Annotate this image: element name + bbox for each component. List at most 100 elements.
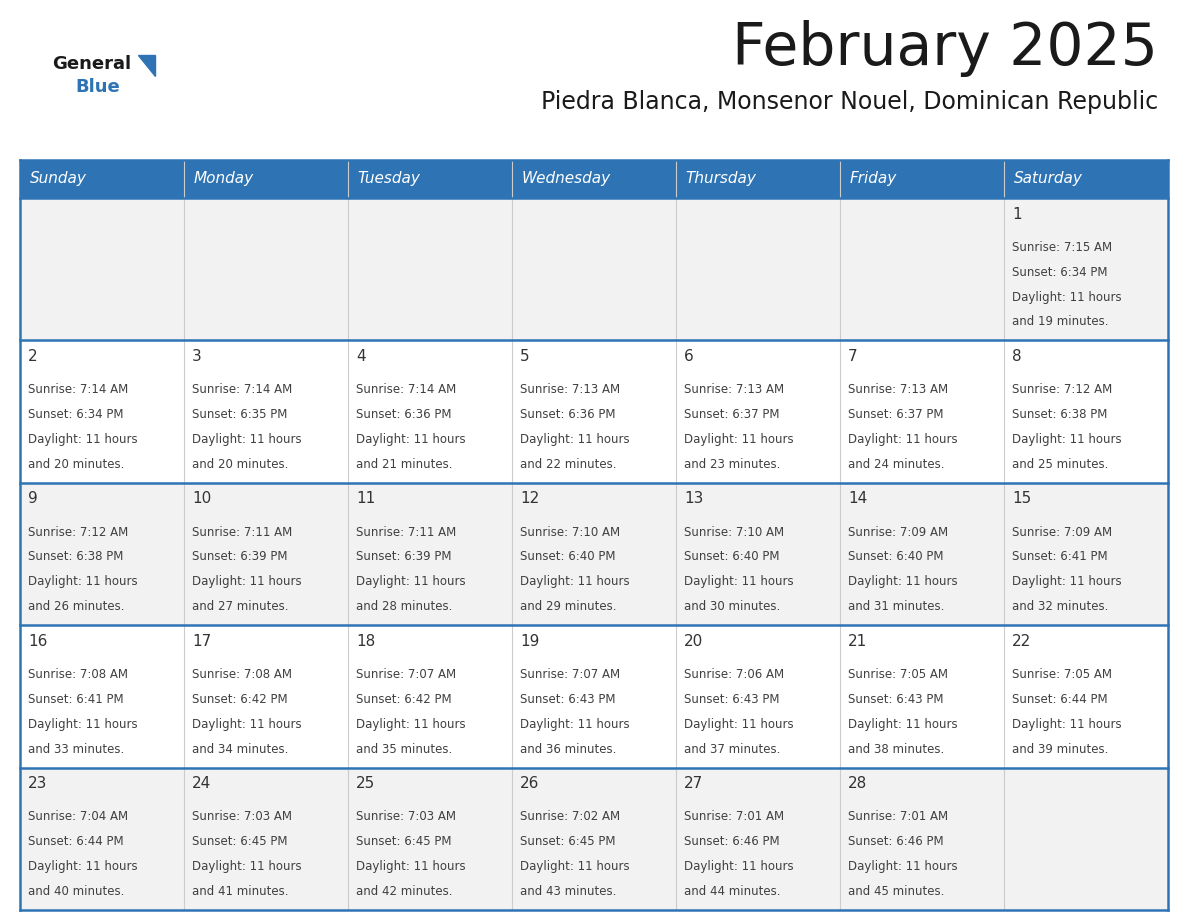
Text: Sunrise: 7:04 AM: Sunrise: 7:04 AM: [29, 811, 128, 823]
Text: 22: 22: [1012, 633, 1031, 649]
Text: Piedra Blanca, Monsenor Nouel, Dominican Republic: Piedra Blanca, Monsenor Nouel, Dominican…: [541, 90, 1158, 114]
Text: Sunrise: 7:14 AM: Sunrise: 7:14 AM: [192, 383, 292, 397]
Text: and 35 minutes.: and 35 minutes.: [356, 743, 453, 756]
Text: Sunset: 6:43 PM: Sunset: 6:43 PM: [848, 693, 943, 706]
Text: Sunset: 6:42 PM: Sunset: 6:42 PM: [192, 693, 287, 706]
Text: February 2025: February 2025: [732, 20, 1158, 77]
Text: Sunrise: 7:08 AM: Sunrise: 7:08 AM: [192, 668, 292, 681]
Text: Sunset: 6:39 PM: Sunset: 6:39 PM: [356, 551, 451, 564]
Text: Sunset: 6:42 PM: Sunset: 6:42 PM: [356, 693, 451, 706]
Text: 1: 1: [1012, 207, 1022, 221]
Text: Sunrise: 7:07 AM: Sunrise: 7:07 AM: [356, 668, 456, 681]
Text: Daylight: 11 hours: Daylight: 11 hours: [192, 433, 302, 446]
Text: Sunset: 6:45 PM: Sunset: 6:45 PM: [356, 835, 451, 848]
Text: Friday: Friday: [849, 172, 897, 186]
Text: and 29 minutes.: and 29 minutes.: [520, 600, 617, 613]
Text: Daylight: 11 hours: Daylight: 11 hours: [848, 718, 958, 731]
Text: and 26 minutes.: and 26 minutes.: [29, 600, 125, 613]
Text: Sunset: 6:35 PM: Sunset: 6:35 PM: [192, 408, 287, 421]
Text: Sunrise: 7:05 AM: Sunrise: 7:05 AM: [848, 668, 948, 681]
Text: and 42 minutes.: and 42 minutes.: [356, 885, 453, 898]
Text: 3: 3: [192, 349, 202, 364]
Text: Monday: Monday: [194, 172, 254, 186]
Text: Daylight: 11 hours: Daylight: 11 hours: [29, 860, 138, 873]
Text: Sunrise: 7:07 AM: Sunrise: 7:07 AM: [520, 668, 620, 681]
Text: Sunset: 6:43 PM: Sunset: 6:43 PM: [520, 693, 615, 706]
Text: Thursday: Thursday: [685, 172, 757, 186]
Text: Daylight: 11 hours: Daylight: 11 hours: [29, 718, 138, 731]
Bar: [1004, 160, 1168, 198]
Text: and 23 minutes.: and 23 minutes.: [684, 458, 781, 471]
Text: Sunset: 6:36 PM: Sunset: 6:36 PM: [520, 408, 615, 421]
Text: and 34 minutes.: and 34 minutes.: [192, 743, 289, 756]
Text: Sunset: 6:45 PM: Sunset: 6:45 PM: [192, 835, 287, 848]
Text: Daylight: 11 hours: Daylight: 11 hours: [520, 576, 630, 588]
Text: 26: 26: [520, 776, 539, 791]
Text: Daylight: 11 hours: Daylight: 11 hours: [520, 718, 630, 731]
Text: Sunrise: 7:13 AM: Sunrise: 7:13 AM: [520, 383, 620, 397]
Text: Sunset: 6:46 PM: Sunset: 6:46 PM: [684, 835, 779, 848]
Text: Daylight: 11 hours: Daylight: 11 hours: [1012, 291, 1121, 304]
Bar: [20, 160, 184, 198]
Text: 10: 10: [192, 491, 211, 507]
Text: 4: 4: [356, 349, 366, 364]
Text: and 41 minutes.: and 41 minutes.: [192, 885, 289, 898]
Text: and 24 minutes.: and 24 minutes.: [848, 458, 944, 471]
Text: Daylight: 11 hours: Daylight: 11 hours: [356, 860, 466, 873]
Bar: [20, 198, 1168, 341]
Text: 15: 15: [1012, 491, 1031, 507]
Bar: [348, 160, 512, 198]
Text: Daylight: 11 hours: Daylight: 11 hours: [356, 718, 466, 731]
Text: Daylight: 11 hours: Daylight: 11 hours: [356, 576, 466, 588]
Text: and 37 minutes.: and 37 minutes.: [684, 743, 781, 756]
Text: Daylight: 11 hours: Daylight: 11 hours: [356, 433, 466, 446]
Text: Daylight: 11 hours: Daylight: 11 hours: [520, 860, 630, 873]
Text: Daylight: 11 hours: Daylight: 11 hours: [520, 433, 630, 446]
Text: 17: 17: [192, 633, 211, 649]
Text: 20: 20: [684, 633, 703, 649]
Bar: [676, 160, 840, 198]
Text: and 30 minutes.: and 30 minutes.: [684, 600, 781, 613]
Text: Sunset: 6:41 PM: Sunset: 6:41 PM: [29, 693, 124, 706]
Text: 8: 8: [1012, 349, 1022, 364]
Text: 19: 19: [520, 633, 539, 649]
Text: Sunset: 6:34 PM: Sunset: 6:34 PM: [1012, 265, 1107, 279]
Text: Sunrise: 7:06 AM: Sunrise: 7:06 AM: [684, 668, 784, 681]
Text: 12: 12: [520, 491, 539, 507]
Text: Sunrise: 7:02 AM: Sunrise: 7:02 AM: [520, 811, 620, 823]
Text: Daylight: 11 hours: Daylight: 11 hours: [684, 860, 794, 873]
Text: Daylight: 11 hours: Daylight: 11 hours: [684, 433, 794, 446]
Text: Sunrise: 7:11 AM: Sunrise: 7:11 AM: [356, 525, 456, 539]
Text: Daylight: 11 hours: Daylight: 11 hours: [1012, 576, 1121, 588]
Text: Sunrise: 7:09 AM: Sunrise: 7:09 AM: [1012, 525, 1112, 539]
Text: Sunset: 6:36 PM: Sunset: 6:36 PM: [356, 408, 451, 421]
Bar: [840, 160, 1004, 198]
Text: Daylight: 11 hours: Daylight: 11 hours: [684, 718, 794, 731]
Text: Daylight: 11 hours: Daylight: 11 hours: [192, 718, 302, 731]
Text: Sunset: 6:41 PM: Sunset: 6:41 PM: [1012, 551, 1108, 564]
Text: General: General: [52, 55, 131, 73]
Text: 13: 13: [684, 491, 703, 507]
Bar: [20, 483, 1168, 625]
Text: Daylight: 11 hours: Daylight: 11 hours: [848, 433, 958, 446]
Text: Sunrise: 7:03 AM: Sunrise: 7:03 AM: [192, 811, 292, 823]
Text: 21: 21: [848, 633, 867, 649]
Text: Sunrise: 7:10 AM: Sunrise: 7:10 AM: [684, 525, 784, 539]
Text: 5: 5: [520, 349, 530, 364]
Text: Sunrise: 7:12 AM: Sunrise: 7:12 AM: [1012, 383, 1112, 397]
Text: Daylight: 11 hours: Daylight: 11 hours: [1012, 433, 1121, 446]
Bar: [20, 767, 1168, 910]
Text: 11: 11: [356, 491, 375, 507]
Text: Daylight: 11 hours: Daylight: 11 hours: [684, 576, 794, 588]
Text: 28: 28: [848, 776, 867, 791]
Text: Sunrise: 7:15 AM: Sunrise: 7:15 AM: [1012, 241, 1112, 253]
Text: Sunrise: 7:09 AM: Sunrise: 7:09 AM: [848, 525, 948, 539]
Text: Saturday: Saturday: [1013, 172, 1082, 186]
Text: Sunset: 6:43 PM: Sunset: 6:43 PM: [684, 693, 779, 706]
Text: Sunrise: 7:05 AM: Sunrise: 7:05 AM: [1012, 668, 1112, 681]
Bar: [20, 341, 1168, 483]
Text: and 28 minutes.: and 28 minutes.: [356, 600, 453, 613]
Text: Sunset: 6:37 PM: Sunset: 6:37 PM: [684, 408, 779, 421]
Text: Sunrise: 7:01 AM: Sunrise: 7:01 AM: [684, 811, 784, 823]
Text: 9: 9: [29, 491, 38, 507]
